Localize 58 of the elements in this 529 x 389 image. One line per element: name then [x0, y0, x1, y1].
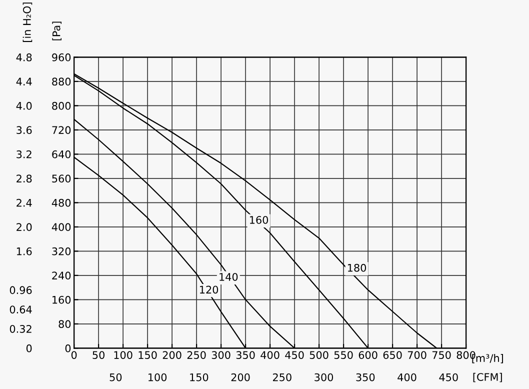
x2-tick-label: 400 — [398, 373, 416, 382]
x-tick-label: 700 — [408, 351, 426, 359]
x2-tick-label: 300 — [314, 373, 334, 382]
x-tick-label: 650 — [383, 351, 402, 359]
x-tick-label: 150 — [138, 351, 157, 359]
y-axis-title: [Pa] — [52, 22, 62, 40]
y-tick-label: 160 — [52, 296, 71, 304]
x-tick-label: 0 — [71, 351, 77, 359]
x-tick-label: 200 — [162, 351, 182, 359]
x2-tick-label: 50 — [110, 373, 122, 382]
y2-tick-label: 0.96 — [10, 286, 32, 294]
y2-tick-label: 0.64 — [10, 306, 32, 314]
x2-tick-label: 100 — [148, 373, 167, 382]
x2-tick-label: 200 — [231, 373, 250, 382]
annotation: 180 — [348, 264, 366, 272]
x-tick-label: 350 — [236, 351, 255, 359]
annotation: 120 — [200, 286, 218, 294]
y-tick-label: 400 — [52, 223, 71, 232]
annotation: 140 — [220, 272, 238, 281]
x-tick-label: 750 — [432, 351, 451, 359]
y2-tick-label: 2.0 — [16, 223, 32, 232]
x-tick-label: 450 — [285, 351, 304, 359]
x-tick-label: 600 — [358, 351, 378, 359]
x2-axis-title: [CFM] — [473, 372, 502, 382]
x-tick-label: 550 — [334, 351, 353, 359]
y-tick-label: 640 — [52, 150, 71, 158]
y-tick-label: 80 — [58, 320, 71, 328]
x-tick-label: 500 — [310, 351, 328, 359]
x2-tick-label: 250 — [272, 373, 292, 382]
x-tick-label: 300 — [212, 351, 230, 359]
x2-tick-label: 150 — [190, 373, 208, 382]
y2-tick-label: 4.4 — [16, 78, 32, 86]
y2-axis-title: [in H₂O] — [22, 2, 32, 42]
x-tick-label: 50 — [92, 351, 104, 359]
y2-tick-label: 1.6 — [16, 247, 32, 256]
y2-tick-label: 3.2 — [16, 150, 32, 158]
y-tick-label: 240 — [52, 272, 71, 280]
y2-tick-label: 4.0 — [16, 102, 32, 110]
y-tick-label: 800 — [52, 102, 71, 110]
x-tick-label: 250 — [187, 351, 206, 359]
y-tick-label: 560 — [52, 174, 71, 183]
x2-tick-label: 350 — [356, 373, 375, 382]
annotation: 160 — [250, 216, 268, 224]
y2-tick-label: 0.32 — [10, 324, 32, 333]
y-tick-label: 480 — [52, 198, 71, 207]
y2-tick-label: 0 — [26, 344, 32, 352]
x-tick-label: 400 — [260, 351, 280, 359]
y-tick-label: 720 — [52, 126, 71, 134]
x2-tick-label: 450 — [439, 373, 458, 382]
y2-tick-label: 3.6 — [16, 126, 32, 134]
y-tick-label: 320 — [52, 247, 71, 256]
y2-tick-label: 2.8 — [16, 174, 32, 183]
y2-tick-label: 4.8 — [16, 53, 32, 62]
x-tick-label: 100 — [114, 351, 132, 359]
y-tick-label: 960 — [52, 53, 71, 62]
y-tick-label: 880 — [52, 78, 71, 86]
y-tick-label: 0 — [65, 344, 71, 352]
y2-tick-label: 2.4 — [16, 198, 32, 207]
